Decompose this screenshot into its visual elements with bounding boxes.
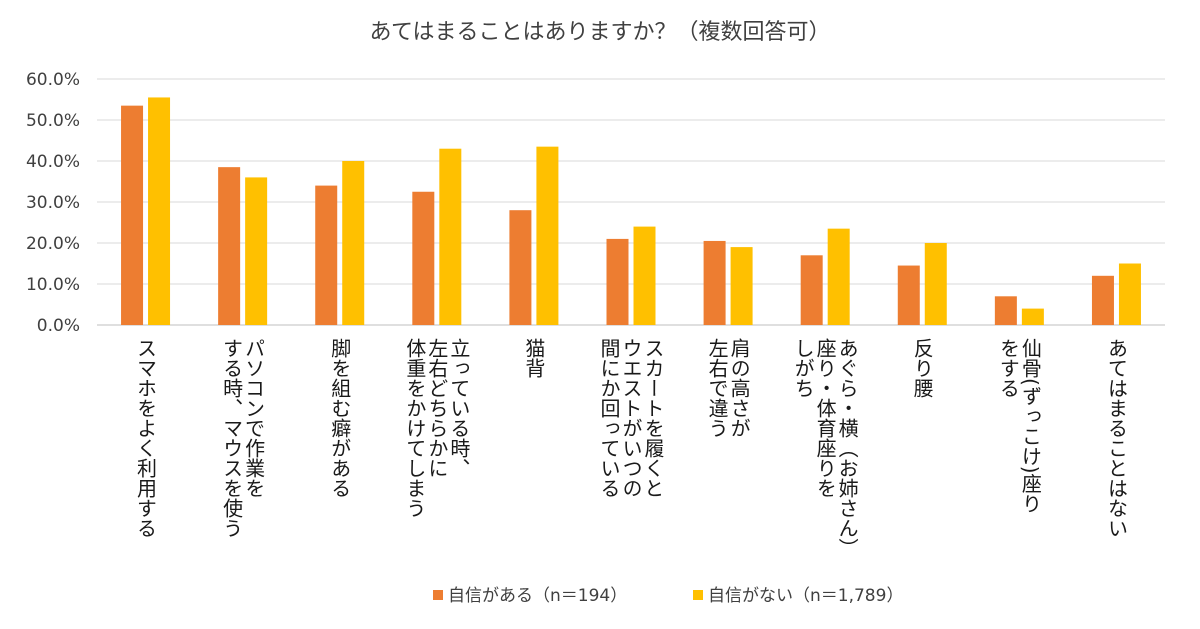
category-label: 反り腰	[910, 338, 934, 398]
y-tick-label: 20.0%	[26, 234, 80, 254]
bar-not-confident	[536, 146, 559, 325]
category-label: 座り・体育座りを	[813, 338, 837, 498]
bar-confident	[509, 210, 532, 325]
category-label: しがち	[791, 338, 815, 398]
category-label: あぐら・横（お姉さん）	[835, 338, 859, 558]
legend-swatch-confident	[433, 590, 443, 600]
category-label: 左右どちらかに	[425, 338, 449, 478]
bar-not-confident	[245, 177, 268, 325]
bar-confident	[703, 240, 726, 325]
category-label: パソコンで作業を	[242, 338, 266, 498]
bar-confident	[897, 265, 920, 325]
grid	[97, 78, 1165, 326]
category-label: 体重をかけてしまう	[403, 338, 427, 518]
bar-not-confident	[148, 97, 171, 325]
bar-confident	[1091, 275, 1114, 325]
bar-confident	[800, 255, 823, 325]
category-label: 猫背	[522, 338, 546, 378]
bar-not-confident	[827, 228, 850, 325]
y-tick-label: 0.0%	[37, 316, 80, 336]
legend-label-not-confident: 自信がない（n＝1,789）	[708, 586, 903, 606]
category-label: 立っている時、	[447, 338, 471, 478]
chart-title: あてはまることはありますか？（複数回答可）	[369, 20, 830, 45]
category-label: 仙骨(ずっこけ)座り	[1018, 338, 1042, 514]
legend: 自信がある（n＝194） 自信がない（n＝1,789）	[433, 586, 903, 606]
bar-confident	[994, 296, 1017, 325]
y-axis: 0.0% 10.0% 20.0% 30.0% 40.0% 50.0% 60.0%	[26, 70, 80, 336]
y-tick-label: 10.0%	[26, 275, 80, 295]
legend-label-confident: 自信がある（n＝194）	[448, 586, 627, 606]
y-tick-label: 30.0%	[26, 193, 80, 213]
bar-confident	[606, 238, 629, 325]
category-label: 肩の高さが	[727, 338, 751, 438]
category-label: する時、マウスを使う	[220, 338, 244, 538]
category-label: スマホをよく利用する	[134, 338, 158, 538]
legend-swatch-not-confident	[693, 590, 703, 600]
category-label: 左右で違う	[705, 338, 729, 438]
bar-confident	[218, 167, 241, 325]
bar-not-confident	[342, 161, 365, 325]
bar-confident	[412, 191, 435, 325]
bar-not-confident	[924, 243, 947, 325]
bar-not-confident	[1118, 263, 1141, 325]
bar-not-confident	[1021, 308, 1044, 325]
bar-not-confident	[633, 226, 656, 325]
bar-not-confident	[730, 247, 753, 325]
category-label: あてはまることはない	[1104, 338, 1128, 538]
category-label: ウエストがいつの	[619, 338, 643, 498]
bars	[121, 97, 1141, 326]
bar-confident	[315, 185, 338, 325]
y-tick-label: 50.0%	[26, 111, 80, 131]
y-tick-label: 40.0%	[26, 152, 80, 172]
category-label: 脚を組む癖がある	[328, 338, 352, 498]
bar-not-confident	[439, 148, 462, 325]
category-label: 間にか回っている	[597, 338, 621, 498]
category-label: スカートを履くと	[641, 338, 665, 498]
bar-confident	[121, 105, 144, 326]
y-tick-label: 60.0%	[26, 70, 80, 90]
category-label: をする	[996, 338, 1020, 398]
